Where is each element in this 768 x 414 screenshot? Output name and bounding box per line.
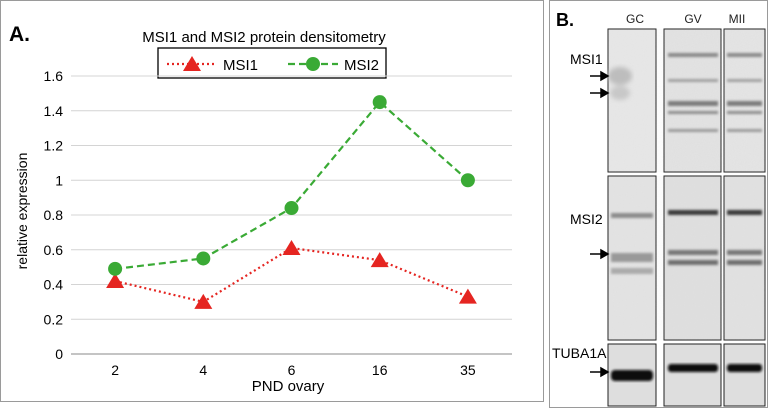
legend-marker-msi2 bbox=[306, 57, 320, 71]
arrow-msi1-lower bbox=[590, 87, 610, 99]
x-tick-label: 4 bbox=[199, 362, 207, 378]
arrow-tuba1a bbox=[590, 366, 610, 378]
y-tick-label: 1.4 bbox=[44, 103, 64, 119]
western-blot-image: B. GC GV MII MSI1 MSI2 TUBA1A bbox=[552, 10, 766, 407]
x-tick-label: 35 bbox=[460, 362, 476, 378]
data-point-msi1 bbox=[458, 288, 477, 304]
y-tick-label: 1 bbox=[55, 172, 63, 188]
data-point-msi2 bbox=[372, 95, 387, 110]
blot-row-tuba1a bbox=[607, 343, 766, 407]
x-tick-label: 16 bbox=[372, 362, 388, 378]
y-tick-label: 0.4 bbox=[44, 277, 64, 293]
legend-marker-msi1 bbox=[183, 56, 201, 71]
panel-b-label: B. bbox=[556, 10, 574, 30]
arrow-msi1-upper bbox=[590, 70, 610, 82]
data-point-msi2 bbox=[196, 251, 211, 266]
msi-densitometry-chart: A. MSI1 and MSI2 protein densitometry MS… bbox=[9, 23, 512, 395]
legend-label-msi1: MSI1 bbox=[223, 57, 258, 74]
blot-row-msi2 bbox=[607, 175, 766, 341]
legend-label-msi2: MSI2 bbox=[344, 57, 379, 74]
x-tick-label: 6 bbox=[288, 362, 296, 378]
y-tick-label: 0.2 bbox=[44, 311, 64, 327]
y-tick-label: 0.6 bbox=[44, 242, 64, 258]
panel-a-label: A. bbox=[9, 23, 30, 46]
blot-row-msi1 bbox=[607, 28, 766, 173]
row-label-tuba1a: TUBA1A bbox=[552, 345, 607, 361]
plot-area: 0 0.2 0.4 0.6 0.8 1 1.2 1.4 1.6 2 4 6 16 35 bbox=[44, 68, 512, 378]
y-tick-label: 0 bbox=[55, 346, 63, 362]
data-point-msi1 bbox=[370, 252, 389, 268]
y-axis-label: relative expression bbox=[14, 153, 30, 270]
y-tick-label: 1.6 bbox=[44, 68, 64, 84]
row-label-msi1: MSI1 bbox=[570, 51, 603, 67]
data-point-msi2 bbox=[284, 201, 299, 216]
lane-label-mii: MII bbox=[729, 12, 746, 26]
data-point-msi1 bbox=[106, 273, 125, 289]
legend: MSI1 MSI2 bbox=[157, 47, 387, 79]
arrow-msi2 bbox=[590, 248, 610, 260]
data-point-msi2 bbox=[460, 173, 475, 188]
lane-label-gv: GV bbox=[684, 12, 701, 26]
y-tick-label: 1.2 bbox=[44, 138, 64, 154]
row-label-msi2: MSI2 bbox=[570, 211, 603, 227]
data-point-msi1 bbox=[282, 240, 301, 256]
data-point-msi1 bbox=[194, 293, 213, 309]
y-tick-label: 0.8 bbox=[44, 207, 64, 223]
x-tick-label: 2 bbox=[111, 362, 119, 378]
data-point-msi2 bbox=[108, 261, 123, 276]
series-line-msi1 bbox=[114, 246, 469, 304]
lane-label-gc: GC bbox=[626, 12, 644, 26]
x-axis-label: PND ovary bbox=[252, 378, 325, 395]
panel-a: A. MSI1 and MSI2 protein densitometry MS… bbox=[0, 0, 544, 402]
panel-b: B. GC GV MII MSI1 MSI2 TUBA1A bbox=[549, 0, 768, 408]
chart-title: MSI1 and MSI2 protein densitometry bbox=[142, 29, 386, 46]
